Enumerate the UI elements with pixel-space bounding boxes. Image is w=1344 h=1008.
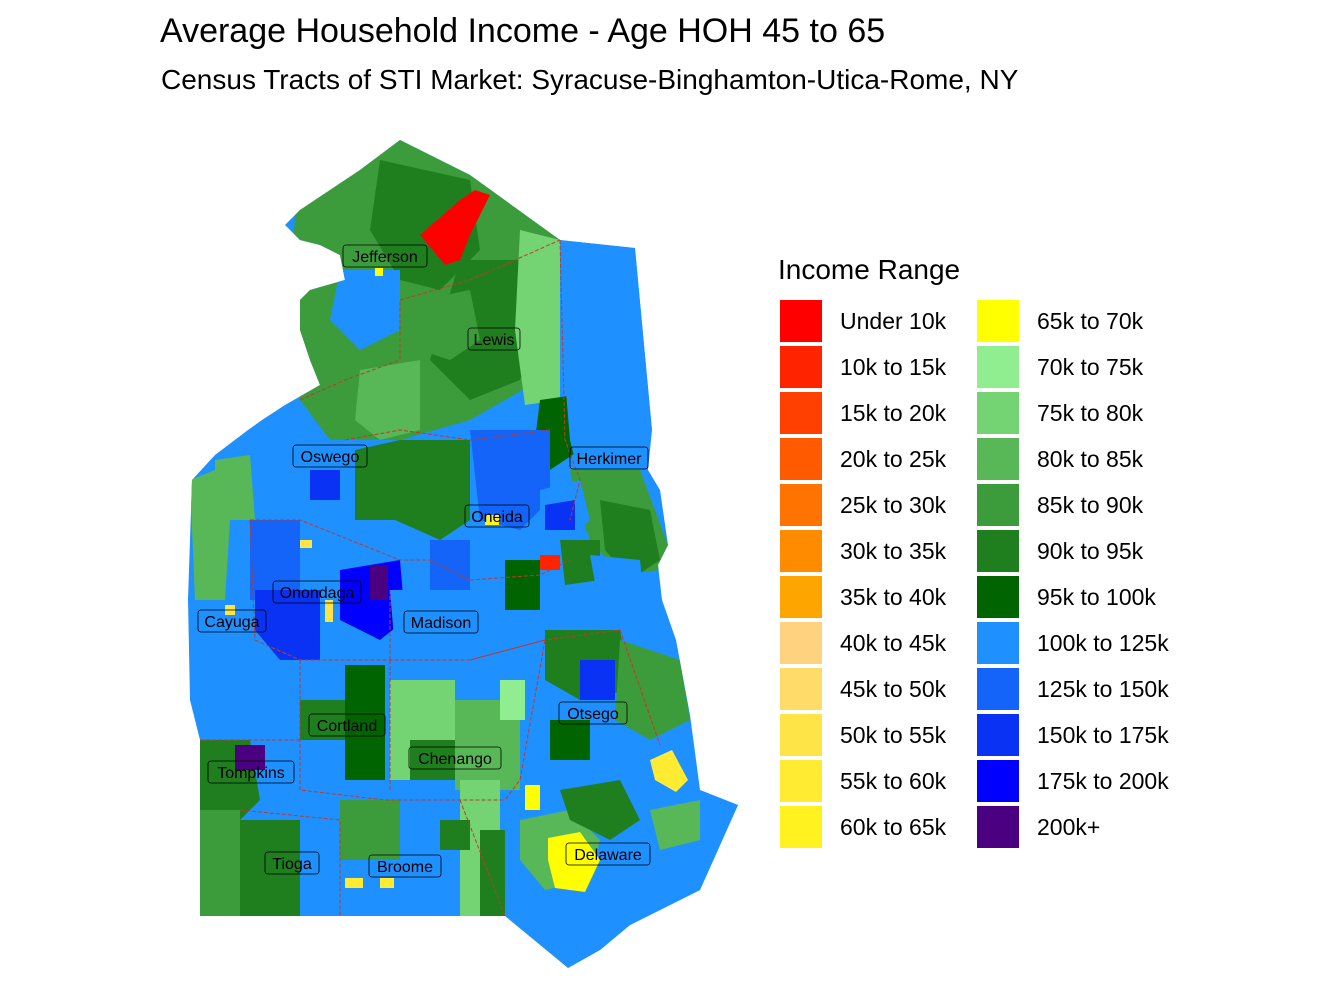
legend-swatch: [780, 760, 822, 802]
county-label-madison: Madison: [403, 610, 479, 634]
county-label-text: Oswego: [301, 449, 360, 466]
legend-swatch: [780, 576, 822, 618]
legend-swatch: [780, 392, 822, 434]
legend-title: Income Range: [778, 254, 961, 285]
legend-swatch: [780, 668, 822, 710]
legend-label: 150k to 175k: [1037, 722, 1169, 748]
county-label-otsego: Otsego: [558, 701, 628, 725]
county-label-text: Otsego: [567, 706, 619, 723]
legend-swatch: [977, 300, 1019, 342]
map-title: Average Household Income - Age HOH 45 to…: [160, 12, 886, 50]
legend-label: Under 10k: [840, 308, 947, 334]
legend-label: 200k+: [1037, 814, 1101, 840]
legend-swatch: [780, 714, 822, 756]
legend-swatch: [780, 438, 822, 480]
legend-label: 15k to 20k: [840, 400, 947, 426]
county-label-cayuga: Cayuga: [197, 609, 267, 633]
county-label-text: Chenango: [418, 751, 492, 768]
legend-swatch: [780, 484, 822, 526]
legend-swatch: [977, 484, 1019, 526]
legend-swatch: [780, 622, 822, 664]
legend-label: 50k to 55k: [840, 722, 947, 748]
county-label-text: Broome: [377, 859, 433, 876]
legend-label: 80k to 85k: [1037, 446, 1144, 472]
legend-swatch: [977, 806, 1019, 848]
county-label-text: Lewis: [474, 332, 515, 349]
legend-swatch: [977, 346, 1019, 388]
county-label-text: Tompkins: [217, 765, 285, 782]
legend-label: 30k to 35k: [840, 538, 947, 564]
legend-swatch: [977, 530, 1019, 572]
county-label-tioga: Tioga: [264, 851, 320, 875]
county-label-chenango: Chenango: [408, 746, 502, 770]
county-label-lewis: Lewis: [467, 327, 521, 351]
county-label-text: Cayuga: [204, 614, 259, 631]
county-label-tompkins: Tompkins: [207, 760, 295, 784]
legend-swatch: [780, 806, 822, 848]
county-label-herkimer: Herkimer: [569, 446, 649, 470]
legend-label: 85k to 90k: [1037, 492, 1144, 518]
county-label-text: Onondaga: [280, 585, 355, 602]
county-label-text: Cortland: [317, 718, 377, 735]
county-label-text: Herkimer: [577, 451, 643, 468]
legend-swatch: [977, 622, 1019, 664]
legend-label: 95k to 100k: [1037, 584, 1156, 610]
legend-label: 100k to 125k: [1037, 630, 1169, 656]
legend-label: 90k to 95k: [1037, 538, 1144, 564]
legend-swatch: [780, 530, 822, 572]
county-label-broome: Broome: [368, 854, 442, 878]
legend-label: 70k to 75k: [1037, 354, 1144, 380]
legend-swatch: [977, 714, 1019, 756]
legend-label: 25k to 30k: [840, 492, 947, 518]
legend-swatch: [977, 760, 1019, 802]
county-label-text: Jefferson: [352, 249, 418, 266]
legend-swatch: [977, 576, 1019, 618]
legend-label: 20k to 25k: [840, 446, 947, 472]
legend-label: 125k to 150k: [1037, 676, 1169, 702]
county-label-jefferson: Jefferson: [342, 244, 428, 268]
legend-swatch: [780, 300, 822, 342]
legend-swatch: [977, 392, 1019, 434]
legend: Under 10k 10k to 15k 15k to 20k 20k to 25k 2…: [780, 300, 1200, 860]
legend-label: 65k to 70k: [1037, 308, 1144, 334]
county-label-oswego: Oswego: [292, 444, 368, 468]
legend-label: 75k to 80k: [1037, 400, 1144, 426]
legend-label: 175k to 200k: [1037, 768, 1169, 794]
legend-label: 60k to 65k: [840, 814, 947, 840]
legend-swatch: [977, 668, 1019, 710]
county-label-text: Oneida: [471, 509, 523, 526]
county-label-cortland: Cortland: [308, 713, 386, 737]
county-label-text: Delaware: [574, 847, 642, 864]
legend-label: 55k to 60k: [840, 768, 947, 794]
legend-label: 40k to 45k: [840, 630, 947, 656]
map-subtitle: Census Tracts of STI Market: Syracuse-Bi…: [161, 64, 1019, 95]
county-label-onondaga: Onondaga: [272, 580, 362, 604]
legend-label: 35k to 40k: [840, 584, 947, 610]
county-label-text: Tioga: [272, 856, 312, 873]
choropleth-map: Jefferson Lewis Oswego Herkimer Oneida O…: [188, 140, 738, 968]
county-label-text: Madison: [411, 615, 471, 632]
legend-swatch: [977, 438, 1019, 480]
county-label-oneida: Oneida: [464, 504, 530, 528]
legend-swatch: [780, 346, 822, 388]
legend-label: 10k to 15k: [840, 354, 947, 380]
county-label-delaware: Delaware: [565, 842, 651, 866]
county-labels: Jefferson Lewis Oswego Herkimer Oneida O…: [197, 244, 651, 878]
legend-label: 45k to 50k: [840, 676, 947, 702]
